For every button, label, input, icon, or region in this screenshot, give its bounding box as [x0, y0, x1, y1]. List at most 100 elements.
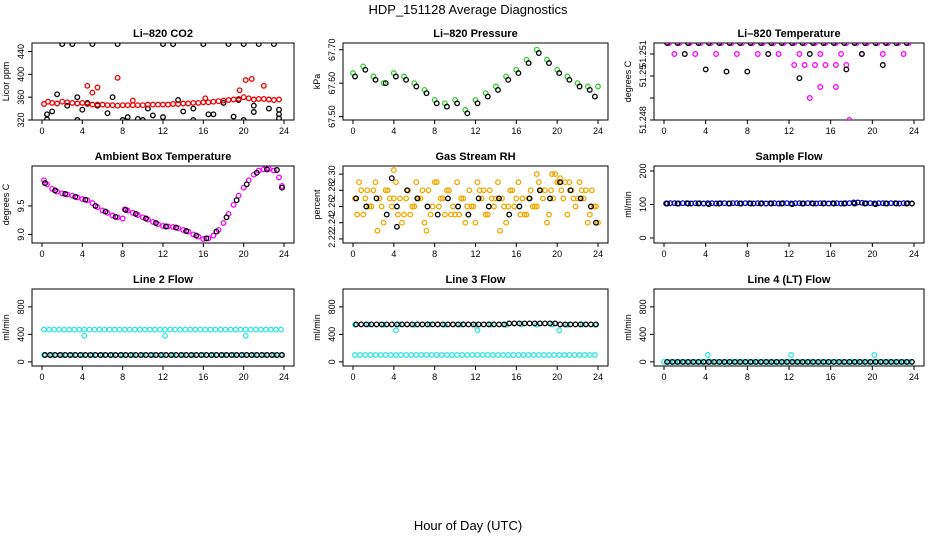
- data-point: [62, 352, 69, 358]
- data-point: [160, 101, 166, 108]
- data-point: [462, 219, 469, 226]
- data-point: [372, 179, 379, 186]
- data-point: [250, 352, 257, 358]
- data-point: [276, 115, 282, 120]
- data-point: [92, 352, 99, 358]
- panel-co2: Li–820 CO2 Licor ppm 0 4 8 12 16 20 24 320 360 400 4…: [1, 28, 295, 136]
- data-point: [485, 203, 492, 210]
- data-point: [76, 326, 83, 333]
- data-point: [796, 51, 803, 57]
- panel-title: Line 2 Flow: [133, 274, 193, 286]
- panel-line4-flow: Line 4 (LT) Flow ml/min 0 4 8 12 16 20 24 0 400 800: [623, 274, 925, 382]
- data-point: [801, 43, 808, 46]
- data-point: [247, 326, 254, 333]
- y-tick-label: 2.26: [327, 198, 337, 216]
- data-point: [82, 352, 89, 358]
- data-point: [170, 224, 177, 230]
- data-point: [149, 112, 156, 119]
- data-point: [49, 352, 56, 358]
- x-tick-label: 24: [909, 249, 919, 259]
- data-point: [796, 75, 803, 82]
- data-point: [561, 352, 568, 358]
- data-point: [496, 195, 502, 202]
- data-point: [162, 326, 168, 333]
- data-point: [54, 100, 61, 107]
- panel-title: Gas Stream RH: [435, 151, 515, 163]
- data-point: [225, 43, 232, 48]
- y-axis-label: Licor ppm: [1, 62, 11, 102]
- series-samples: [41, 326, 284, 358]
- data-point: [770, 43, 777, 46]
- data-point: [552, 320, 559, 327]
- data-point: [495, 86, 501, 93]
- data-point: [407, 211, 414, 218]
- data-point: [546, 60, 552, 67]
- data-point: [66, 326, 73, 333]
- data-point: [810, 200, 816, 207]
- data-point: [151, 326, 158, 333]
- data-point: [692, 51, 699, 57]
- data-point: [768, 200, 775, 207]
- data-point: [114, 43, 121, 48]
- data-point: [556, 327, 563, 334]
- data-point: [157, 326, 163, 333]
- data-point: [526, 195, 533, 202]
- data-point: [551, 352, 558, 358]
- data-point: [71, 326, 78, 333]
- y-tick-label: 2.28: [327, 182, 337, 200]
- data-point: [429, 203, 436, 210]
- series-average: [353, 320, 599, 328]
- data-point: [183, 352, 190, 358]
- data-point: [263, 352, 270, 358]
- x-tick-label: 16: [511, 372, 521, 382]
- x-tick-label: 12: [158, 372, 168, 382]
- x-tick-label: 4: [391, 372, 396, 382]
- data-point: [548, 187, 554, 194]
- data-point: [86, 326, 93, 333]
- data-point: [536, 187, 543, 194]
- data-point: [438, 352, 445, 358]
- data-point: [99, 207, 106, 214]
- y-tick-label: 360: [16, 90, 26, 105]
- data-point: [210, 232, 217, 239]
- data-point: [79, 106, 86, 113]
- data-point: [527, 187, 534, 194]
- data-point: [539, 195, 546, 202]
- data-point: [434, 321, 441, 328]
- y-tick-label: 2.24: [327, 214, 337, 232]
- data-point: [180, 226, 187, 233]
- data-point: [392, 73, 399, 80]
- data-point: [170, 101, 177, 107]
- data-point: [841, 43, 848, 46]
- data-point: [571, 352, 578, 358]
- data-point: [146, 326, 153, 333]
- data-point: [853, 43, 860, 46]
- data-point: [408, 352, 415, 358]
- data-point: [572, 321, 579, 328]
- data-point: [529, 203, 536, 210]
- data-point: [213, 352, 220, 358]
- data-point: [197, 326, 204, 333]
- data-point: [702, 66, 709, 73]
- data-point: [806, 51, 813, 57]
- panel-title: Ambient Box Temperature: [95, 151, 232, 163]
- data-point: [791, 43, 798, 46]
- data-point: [479, 352, 486, 358]
- data-point: [739, 43, 746, 46]
- data-point: [119, 352, 126, 358]
- data-point: [163, 223, 169, 230]
- data-point: [223, 214, 230, 221]
- data-point: [749, 43, 756, 46]
- data-point: [425, 187, 432, 194]
- y-tick-label: 9.0: [16, 228, 26, 241]
- x-tick-label: 12: [470, 372, 480, 382]
- data-point: [768, 43, 775, 46]
- data-point: [525, 60, 532, 67]
- y-tick-label: 67.60: [327, 72, 337, 95]
- data-point: [566, 352, 573, 358]
- data-point: [242, 326, 249, 333]
- data-point: [102, 208, 109, 215]
- data-point: [132, 352, 139, 358]
- y-tick-label: 320: [16, 112, 26, 127]
- panel-li820-temp: Li–820 Temperature degrees C 0 4 8 12 16 20 24 51…: [623, 28, 925, 136]
